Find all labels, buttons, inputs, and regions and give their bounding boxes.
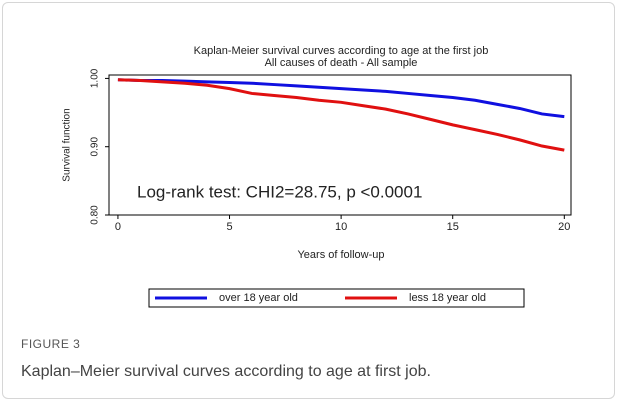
legend-box — [148, 288, 525, 308]
x-tick-label: 15 — [447, 221, 459, 233]
x-tick-label: 0 — [115, 221, 121, 233]
survival-line — [117, 78, 565, 152]
survival-line — [117, 78, 565, 119]
y-tick-label: 0.80 — [90, 205, 101, 225]
figure-caption: Kaplan–Meier survival curves according t… — [21, 363, 431, 380]
x-tick-label: 5 — [226, 221, 232, 233]
y-tick-label: 1.00 — [90, 68, 101, 88]
x-tick-label: 10 — [335, 221, 347, 233]
chart-title: Kaplan-Meier survival curves according t… — [194, 45, 489, 57]
chart: Kaplan-Meier survival curves according t… — [62, 45, 572, 308]
plot-frame — [108, 74, 572, 216]
figure-label: FIGURE 3 — [21, 337, 81, 351]
figure-card: Kaplan-Meier survival curves according t… — [2, 2, 615, 399]
annotation: Log-rank test: CHI2=28.75, p <0.0001 — [137, 182, 422, 201]
x-tick-label: 20 — [558, 221, 570, 233]
x-axis-label: Years of follow-up — [297, 249, 384, 261]
legend-label: over 18 year old — [219, 292, 298, 304]
chart-subtitle: All causes of death - All sample — [265, 57, 418, 69]
y-tick-label: 0.90 — [90, 137, 101, 157]
legend-label: less 18 year old — [409, 292, 486, 304]
y-axis-label: Survival function — [62, 108, 73, 181]
